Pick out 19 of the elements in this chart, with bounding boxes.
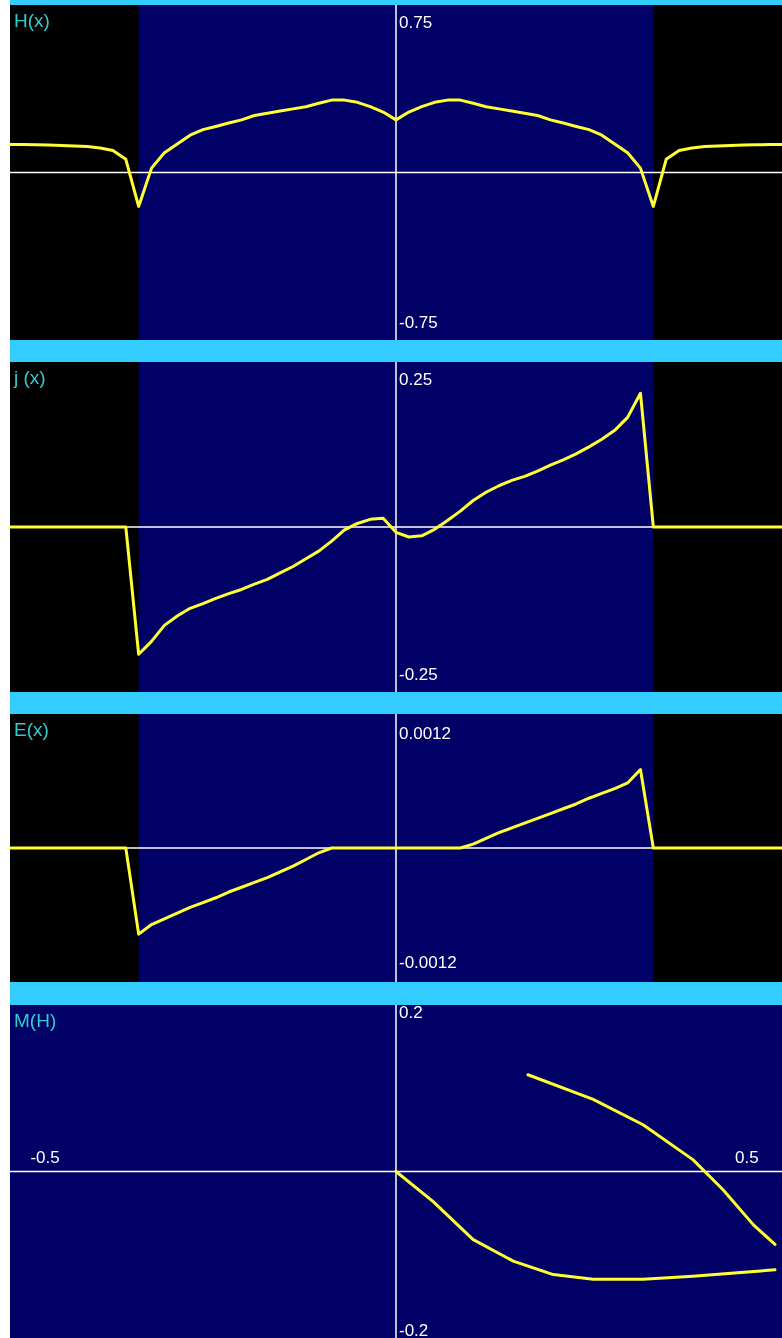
chart-title: j (x) xyxy=(13,367,46,388)
line-series xyxy=(8,768,782,936)
x-tick-label: 0.5 xyxy=(735,1148,759,1167)
line-series xyxy=(394,1170,777,1281)
y-tick-label: 0.2 xyxy=(399,1003,423,1023)
y-tick-label: 0.25 xyxy=(399,370,433,390)
chart-title: M(H) xyxy=(14,1010,57,1031)
chart-title: E(x) xyxy=(14,719,49,740)
line-series xyxy=(8,98,782,208)
y-tick-label: -0.0012 xyxy=(399,953,457,973)
y-tick-label: 0.75 xyxy=(399,13,433,33)
y-tick-label: -0.25 xyxy=(399,664,438,684)
line-series xyxy=(526,1073,777,1246)
y-tick-label: -0.2 xyxy=(399,1320,429,1338)
y-tick-label: 0.0012 xyxy=(399,723,451,743)
y-tick-label: -0.75 xyxy=(399,312,438,332)
chart-title: H(x) xyxy=(14,10,50,31)
line-series xyxy=(8,391,782,656)
x-tick-label: -0.5 xyxy=(30,1148,60,1167)
